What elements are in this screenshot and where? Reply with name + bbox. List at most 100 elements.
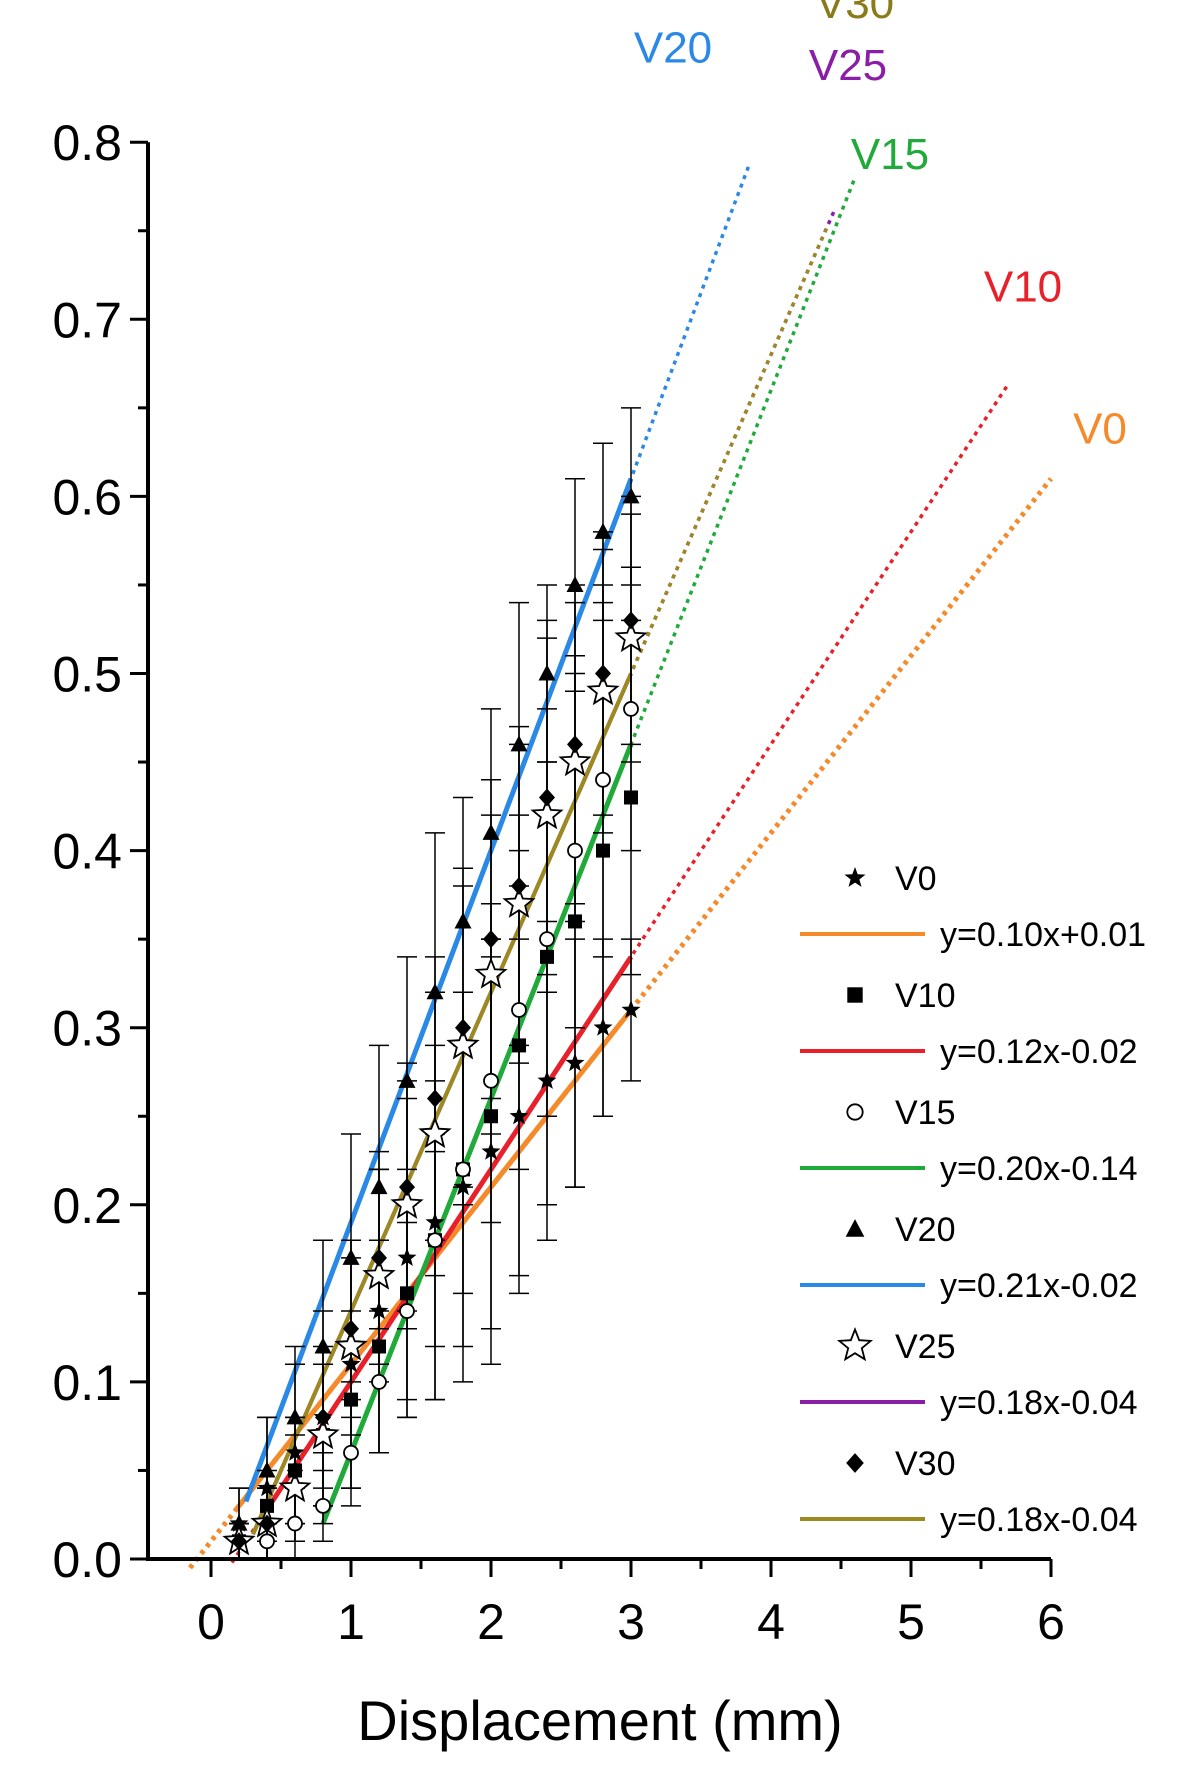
- legend-fit-label-v0: y=0.10x+0.01: [940, 916, 1146, 954]
- marker-v0: [341, 1354, 361, 1373]
- x-tick-label: 0: [197, 1594, 225, 1650]
- marker-v15: [623, 701, 639, 717]
- marker-v20: [566, 575, 584, 592]
- marker-v30: [623, 611, 639, 630]
- x-axis-title: Displacement (mm): [357, 1689, 842, 1752]
- marker-v10: [624, 790, 638, 805]
- axes: 0 1 2 3 4 5 6 0.0 0.1 0.2 0.3 0.4 0.5 0.6 0.7 0.8: [52, 115, 1064, 1650]
- marker-v20: [454, 912, 472, 929]
- marker-v0: [565, 1053, 585, 1072]
- y-tick-label: 0.7: [52, 292, 122, 348]
- x-tick-label: 1: [337, 1594, 365, 1650]
- x-tick-label: 2: [477, 1594, 505, 1650]
- x-tick-label: 3: [617, 1594, 645, 1650]
- marker-v0: [425, 1212, 445, 1231]
- marker-v30: [539, 788, 555, 807]
- legend-fit-label-v30: y=0.18x-0.04: [940, 1501, 1138, 1539]
- legend-marker-v25: [836, 1327, 874, 1362]
- marker-v20: [258, 1461, 276, 1478]
- marker-v20: [426, 983, 444, 1000]
- marker-v10: [568, 914, 582, 929]
- marker-v30: [483, 930, 499, 949]
- x-tick-label: 6: [1037, 1594, 1065, 1650]
- legend-series-label-v10: V10: [895, 977, 956, 1015]
- marker-v30: [511, 877, 527, 896]
- marker-v10: [484, 1109, 498, 1124]
- marker-v20: [622, 487, 640, 504]
- series-end-labels: V30 V20 V25 V15 V10 V0: [634, 0, 1127, 453]
- marker-v10: [596, 843, 610, 858]
- marker-v25: [278, 1470, 312, 1503]
- legend-marker-v10: [847, 987, 863, 1003]
- end-label-v0: V0: [1073, 404, 1127, 453]
- marker-v20: [314, 1337, 332, 1354]
- marker-v25: [418, 1116, 452, 1149]
- data-markers: [222, 487, 648, 1556]
- marker-v20: [342, 1248, 360, 1265]
- marker-v10: [512, 1038, 526, 1053]
- marker-v15: [371, 1374, 387, 1390]
- marker-v30: [371, 1248, 387, 1267]
- legend-marker-v20: [845, 1219, 865, 1237]
- fit-line-v30: [251, 672, 633, 1536]
- marker-v15: [343, 1444, 359, 1461]
- marker-v0: [481, 1141, 501, 1160]
- marker-v0: [369, 1301, 389, 1320]
- marker-v20: [538, 664, 556, 681]
- y-tick-label: 0.1: [52, 1355, 122, 1411]
- marker-v25: [474, 957, 508, 989]
- marker-v0: [593, 1017, 613, 1036]
- marker-v15: [259, 1533, 275, 1550]
- marker-v0: [257, 1478, 277, 1497]
- legend-series-label-v25: V25: [895, 1328, 956, 1366]
- marker-v20: [230, 1514, 248, 1531]
- marker-v30: [343, 1319, 359, 1338]
- marker-v15: [427, 1232, 443, 1249]
- marker-v15: [287, 1515, 303, 1532]
- marker-v25: [306, 1417, 340, 1450]
- marker-v0: [285, 1442, 305, 1461]
- y-tick-label: 0.6: [52, 469, 122, 525]
- y-tick-label: 0.2: [52, 1178, 122, 1234]
- marker-v30: [231, 1532, 247, 1551]
- marker-v15: [455, 1161, 471, 1178]
- marker-v25: [362, 1258, 396, 1290]
- marker-v0: [453, 1177, 473, 1196]
- marker-v25: [614, 620, 648, 653]
- marker-v20: [370, 1178, 388, 1195]
- legend-marker-v15: [846, 1103, 864, 1121]
- marker-v10: [540, 949, 554, 964]
- legend: V0y=0.10x+0.01 V10 y=0.12x-0.02 V15 y=0.20x-…: [800, 860, 1146, 1539]
- marker-v10: [344, 1392, 358, 1407]
- y-tick-label: 0.4: [52, 824, 122, 880]
- marker-v30: [455, 1018, 471, 1037]
- legend-series-label-v30: V30: [895, 1445, 956, 1483]
- marker-v30: [287, 1461, 303, 1480]
- marker-v30: [315, 1408, 331, 1427]
- end-label-v20: V20: [634, 24, 712, 73]
- marker-v10: [372, 1339, 386, 1354]
- marker-v30: [399, 1178, 415, 1197]
- legend-marker-v30: [846, 1453, 864, 1473]
- fit-lines: [188, 161, 1053, 1570]
- marker-v15: [399, 1303, 415, 1319]
- marker-v30: [595, 664, 611, 683]
- marker-v0: [397, 1247, 417, 1266]
- y-tick-label: 0.5: [52, 647, 122, 703]
- marker-v20: [482, 823, 500, 840]
- marker-v15: [539, 931, 555, 948]
- end-label-v25: V25: [809, 41, 887, 90]
- marker-v20: [594, 522, 612, 539]
- marker-v30: [567, 735, 583, 754]
- marker-v20: [398, 1071, 416, 1088]
- marker-v0: [621, 1000, 641, 1019]
- legend-series-label-v0: V0: [895, 860, 937, 898]
- marker-v25: [502, 886, 536, 918]
- legend-fit-label-v20: y=0.21x-0.02: [940, 1267, 1138, 1305]
- end-label-v10: V10: [984, 263, 1062, 312]
- fit-line-v15: [320, 743, 634, 1525]
- end-label-v30: V30: [816, 0, 894, 28]
- marker-v25: [334, 1329, 368, 1361]
- legend-series-label-v20: V20: [895, 1211, 956, 1249]
